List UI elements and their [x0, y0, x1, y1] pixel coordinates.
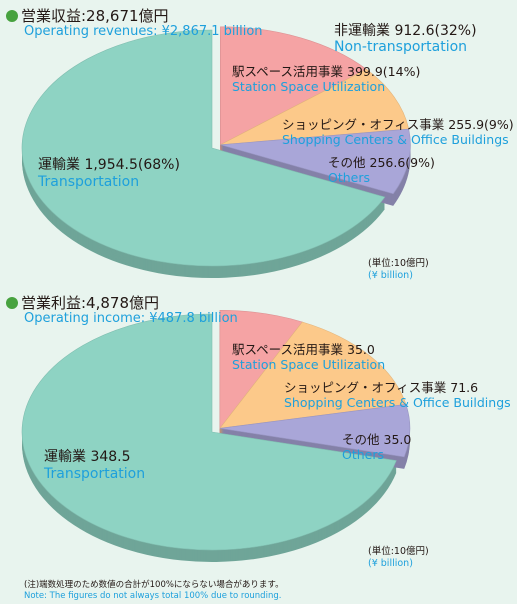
label-value: 71.6 — [450, 380, 479, 395]
label-name: ショッピング・オフィス事業 — [282, 117, 445, 132]
footnote: (注)端数処理のため数値の合計が100%にならない場合があります。 Note: … — [24, 580, 284, 602]
slice-shopping-2 — [219, 321, 407, 429]
label-name: 駅スペース活用事業 — [232, 64, 344, 79]
slice-others-1 — [220, 128, 411, 195]
label-name: ショッピング・オフィス事業 — [284, 380, 447, 395]
label-name: 駅スペース活用事業 — [232, 342, 344, 357]
label-name-en: Others — [342, 447, 385, 462]
unit-en: (¥ billion) — [368, 270, 413, 281]
label-name-en: Station Space Utilization — [232, 79, 386, 94]
label-name-en: Transportation — [38, 174, 140, 190]
chart2-title-text: 営業利益:4,878億円 — [21, 294, 159, 312]
chart1-label-station: 駅スペース活用事業 399.9(14%) Station Space Utili… — [232, 64, 420, 94]
label-value: 256.6(9%) — [369, 155, 435, 170]
chart2-unit: (単位:10億円) (¥ billion) — [368, 546, 429, 570]
nontransport-name-en: Non-transportation — [334, 39, 468, 55]
pie-chart-2 — [21, 310, 411, 562]
chart2-label-others: その他 35.0 Others — [342, 432, 411, 462]
chart1-label-shopping: ショッピング・オフィス事業 255.9(9%) Shopping Centers… — [282, 117, 514, 147]
chart2-label-transport: 運輸業 348.5 Transportation — [44, 449, 145, 483]
chart2-label-shopping: ショッピング・オフィス事業 71.6 Shopping Centers & Of… — [284, 380, 511, 410]
bullet-dot-icon — [6, 297, 18, 309]
nontransport-name: 非運輸業 — [334, 23, 390, 39]
slice-transport-1 — [21, 29, 386, 267]
slice-station-1 — [220, 26, 367, 146]
footnote-ja: (注)端数処理のため数値の合計が100%にならない場合があります。 — [24, 580, 284, 590]
chart1-title-text: 営業収益:28,671億円 — [21, 7, 169, 25]
label-name-en: Transportation — [44, 466, 146, 482]
chart2-label-station: 駅スペース活用事業 35.0 Station Space Utilization — [232, 342, 385, 372]
label-name-en: Shopping Centers & Office Buildings — [282, 132, 509, 147]
chart1-title: 営業収益:28,671億円 — [6, 5, 169, 26]
slice-shopping-1 — [220, 68, 410, 146]
label-value: 348.5 — [90, 449, 131, 465]
chart1-subtitle: Operating revenues: ¥2,867.1 billion — [24, 24, 263, 39]
label-name-en: Others — [328, 170, 371, 185]
chart1-label-transport: 運輸業 1,954.5(68%) Transportation — [38, 157, 180, 191]
chart1-unit: (単位:10億円) (¥ billion) — [368, 258, 429, 282]
chart2-subtitle: Operating income: ¥487.8 billion — [24, 311, 238, 326]
unit-en: (¥ billion) — [368, 558, 413, 569]
label-name: 運輸業 — [38, 157, 80, 173]
footnote-en: Note: The figures do not always total 10… — [24, 591, 282, 601]
label-name: 運輸業 — [44, 449, 86, 465]
label-value: 399.9(14%) — [347, 64, 421, 79]
chart1-nontransport-label: 非運輸業 912.6(32%) Non-transportation — [334, 23, 477, 55]
pie-chart-1 — [21, 26, 411, 278]
slice-transport-2 — [21, 313, 397, 551]
nontransport-value: 912.6(32%) — [394, 23, 477, 39]
label-name: その他 — [328, 155, 366, 170]
label-value: 255.9(9%) — [448, 117, 514, 132]
chart1-label-others: その他 256.6(9%) Others — [328, 155, 435, 185]
unit-ja: (単位:10億円) — [368, 258, 429, 269]
label-value: 1,954.5(68%) — [84, 157, 180, 173]
label-value: 35.0 — [347, 342, 375, 357]
label-name-en: Station Space Utilization — [232, 357, 386, 372]
label-name: その他 — [342, 432, 380, 447]
label-value: 35.0 — [383, 432, 412, 447]
slice-others-2 — [219, 404, 411, 458]
label-name-en: Shopping Centers & Office Buildings — [284, 395, 511, 410]
unit-ja: (単位:10億円) — [368, 546, 429, 557]
chart2-title: 営業利益:4,878億円 — [6, 292, 159, 313]
bullet-dot-icon — [6, 10, 18, 22]
